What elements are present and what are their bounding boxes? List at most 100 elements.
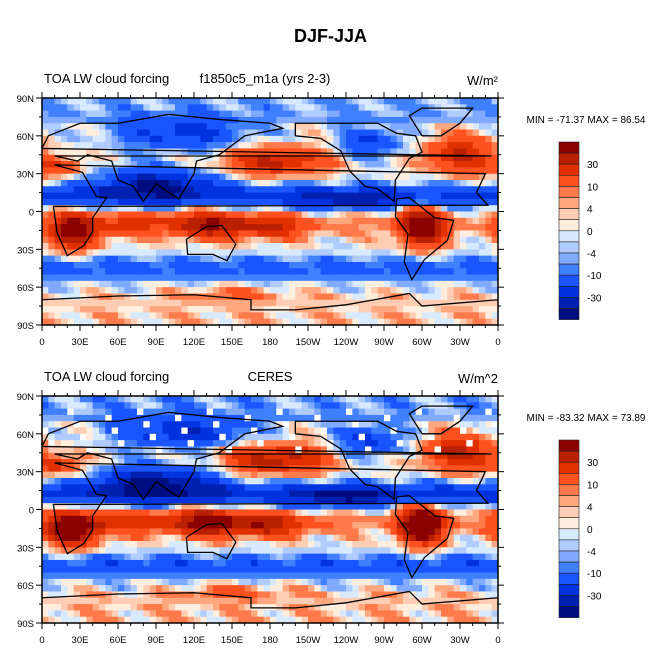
map-cell [441,205,448,212]
map-cell [156,566,163,573]
map-cell [105,116,113,124]
map-cell [244,293,252,301]
map-cell [365,198,372,206]
map-cell [111,280,119,288]
map-cell [238,566,246,573]
map-cell [314,440,322,447]
map-cell [466,274,474,282]
map-cell [61,421,68,428]
map-cell [238,496,246,504]
map-cell [276,98,284,105]
map-cell [276,515,284,523]
map-cell [333,293,341,301]
y-tick-label: 60S [17,283,34,294]
map-cell [162,509,170,517]
map-cell [67,471,75,479]
map-cell [149,515,157,523]
map-cell [251,268,258,275]
map-cell [371,572,379,580]
map-cell [61,179,68,187]
map-cell [213,255,220,263]
map-cell [301,192,309,200]
map-cell [485,179,493,187]
map-cell [105,129,113,137]
map-cell [352,135,360,143]
map-cell [485,509,493,517]
map-cell [346,98,353,105]
map-cell [168,421,176,428]
map-cell [194,179,201,187]
map-cell [466,318,474,326]
map-cell [162,280,170,288]
map-cell [149,578,157,586]
map-cell [327,471,334,479]
map-cell [143,578,151,586]
map-cell [80,230,87,238]
map-cell [219,566,227,573]
map-cell [295,255,303,263]
map-cell [168,312,176,320]
map-cell [213,484,220,491]
map-cell [92,433,100,441]
map-cell [289,534,296,542]
map-cell [149,261,157,269]
map-cell [257,280,265,288]
map-cell [86,566,94,573]
map-cell [472,402,480,410]
map-cell [86,318,94,326]
map-cell [479,553,486,561]
map-cell [358,186,366,193]
map-cell [111,154,119,162]
map-cell [415,427,423,435]
map-cell [175,465,182,473]
map-cell [42,142,49,149]
x-tick-label: 0 [39,337,44,348]
map-cell [295,243,303,250]
map-cell [434,452,442,460]
map-cell [441,280,448,288]
map-cell [73,591,81,599]
map-cell [137,496,144,504]
map-cell [67,135,75,143]
map-cell [219,274,227,282]
map-cell [187,446,195,454]
map-cell [118,547,125,555]
map-cell [295,452,303,460]
map-cell [181,135,189,143]
map-cell [48,471,56,479]
map-cell [225,471,233,479]
map-cell [92,477,100,485]
map-cell [80,268,87,275]
map-cell [409,477,417,485]
map-cell [460,440,467,447]
map-cell [403,528,410,536]
map-cell [301,312,309,320]
map-cell [105,148,113,156]
map-cell [333,123,341,130]
map-cell [339,421,347,428]
map-cell [111,312,119,320]
map-cell [434,243,442,250]
map-cell [156,161,163,168]
map-cell [384,585,391,592]
map-cell [137,452,144,460]
map-cell [99,116,106,124]
map-cell [346,287,353,294]
map-cell [314,287,322,294]
map-cell [479,471,486,479]
map-cell [200,236,208,244]
map-cell [232,129,239,137]
map-cell [365,547,372,555]
map-cell [156,211,163,219]
map-cell [61,559,68,567]
map-cell [422,440,429,447]
map-cell [453,116,461,124]
map-cell [295,534,303,542]
map-cell [282,396,290,403]
map-cell [42,179,49,187]
map-cell [213,459,220,466]
map-cell [61,135,68,143]
map-cell [453,312,461,320]
map-cell [137,274,144,282]
map-cell [308,274,315,282]
